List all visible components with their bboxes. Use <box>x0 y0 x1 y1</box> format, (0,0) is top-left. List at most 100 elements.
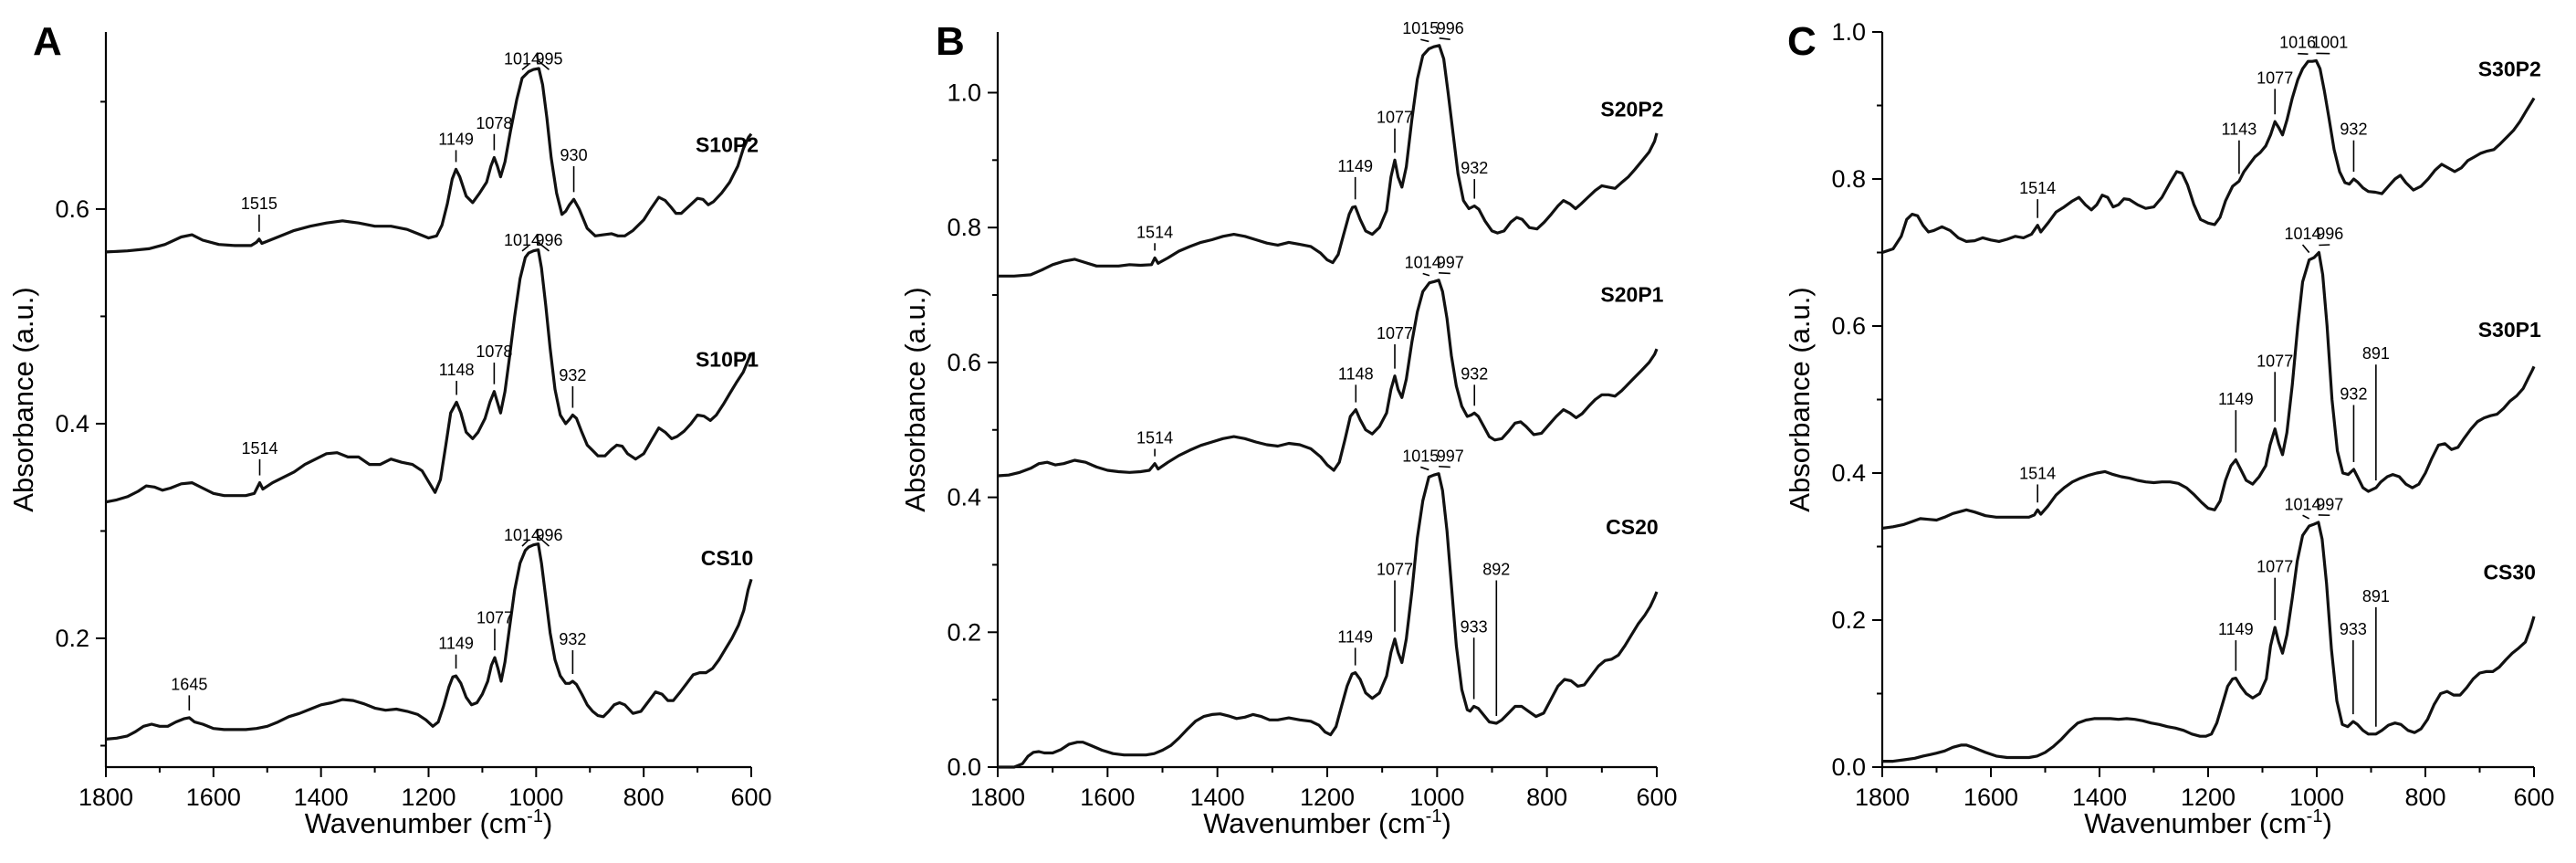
trace-s10p1 <box>105 248 753 504</box>
peak-label: 1514 <box>2019 464 2056 482</box>
peak-label: 995 <box>535 49 562 68</box>
peak-leader <box>521 245 529 252</box>
peak-leader <box>538 60 550 70</box>
x-tick-label: 1000 <box>508 784 563 811</box>
peak-label: 1149 <box>438 635 474 653</box>
peak-leader <box>2302 514 2310 520</box>
x-tick-label: 1800 <box>79 784 133 811</box>
trace-cs30 <box>1882 521 2536 763</box>
x-tick-label: 600 <box>2513 784 2554 811</box>
series-label: S30P2 <box>2478 57 2541 80</box>
peak-leader <box>521 539 529 547</box>
peak-label: 933 <box>1461 617 1488 636</box>
peak-label: 1077 <box>476 609 513 627</box>
peak-label: 932 <box>1461 159 1488 177</box>
trace-cs20 <box>998 472 1659 769</box>
peak-leader <box>1439 37 1450 41</box>
x-tick-label: 1200 <box>401 784 456 811</box>
peak-label: 1143 <box>2222 121 2257 139</box>
peak-label: 1514 <box>1136 223 1173 241</box>
peak-label: 996 <box>535 231 562 249</box>
y-tick-label: 0.6 <box>1831 312 1866 340</box>
peak-label: 1077 <box>1377 561 1413 579</box>
x-tick-label: 800 <box>1526 784 1567 811</box>
panel-b: B 1800 1600 1400 1200 1000 800 600 0.0 0.2 0.4 0.6 0… <box>899 19 1678 839</box>
y-tick-label: 1.0 <box>947 79 981 106</box>
panel-letter: B <box>936 19 965 64</box>
panel-c: C 1800 1600 1400 1200 1000 800 600 0.0 0.2 0.4 0.6 0… <box>1784 18 2555 839</box>
y-tick-label: 0.8 <box>947 214 981 241</box>
x-tick-label: 600 <box>1636 784 1677 811</box>
peak-leader <box>1439 465 1450 468</box>
y-axis-title: Absorbance (a.u.) <box>899 287 931 511</box>
peak-leader <box>1439 271 1450 275</box>
peak-label: 1014 <box>2285 225 2321 243</box>
series-label: CS20 <box>1606 515 1659 539</box>
trace-cs10 <box>105 542 753 741</box>
peak-label: 932 <box>2340 121 2367 139</box>
y-tick-label: 0.4 <box>55 410 89 437</box>
peak-label: 1149 <box>1337 627 1373 646</box>
series-label: CS10 <box>701 546 754 570</box>
peak-label: 996 <box>535 526 562 544</box>
peak-leader <box>538 535 550 547</box>
peak-label: 997 <box>1437 447 1464 465</box>
x-tick-label: 600 <box>730 784 771 811</box>
x-axis-title: Wavenumber (cm-1) <box>2084 806 2332 839</box>
peak-label: 1514 <box>1136 429 1173 447</box>
peak-label: 1149 <box>2218 390 2254 408</box>
peak-label: 1015 <box>1402 447 1439 465</box>
panel-letter: C <box>1787 19 1817 64</box>
series-label: S10P1 <box>696 348 759 372</box>
peak-label: 1077 <box>2257 68 2293 87</box>
trace-s10p2 <box>105 67 753 254</box>
x-tick-label: 1000 <box>1409 784 1464 811</box>
y-tick-label: 0.2 <box>1831 606 1866 634</box>
peak-label: 1014 <box>504 49 540 68</box>
peak-label: 1149 <box>1337 157 1373 175</box>
peak-label: 1515 <box>241 195 277 213</box>
trace-s20p2 <box>998 44 1659 278</box>
trace-s20p1 <box>997 279 1659 478</box>
series-label: S20P1 <box>1600 282 1663 306</box>
x-tick-label: 1800 <box>970 784 1025 811</box>
x-tick-label: 1200 <box>1300 784 1355 811</box>
peak-label: 1077 <box>2257 558 2293 576</box>
y-tick-label: 0.8 <box>1831 165 1866 193</box>
y-tick-label: 0.4 <box>947 484 981 511</box>
peak-label: 1014 <box>2285 495 2321 513</box>
y-tick-label: 0.6 <box>947 349 981 376</box>
peak-label: 930 <box>560 146 588 164</box>
peak-label: 1077 <box>1377 324 1413 342</box>
y-tick-label: 0.6 <box>55 195 89 223</box>
y-tick-label: 0.0 <box>947 753 981 781</box>
peak-label: 933 <box>2340 620 2367 638</box>
peak-label: 1077 <box>1377 109 1413 127</box>
peak-leader <box>2301 244 2310 254</box>
peak-label: 1014 <box>504 526 540 544</box>
y-tick-label: 0.2 <box>947 618 981 646</box>
series-label: S10P2 <box>696 133 759 157</box>
y-axis-title: Absorbance (a.u.) <box>1784 287 1816 511</box>
y-axis-title: Absorbance (a.u.) <box>7 287 39 511</box>
peak-label: 997 <box>1437 253 1464 271</box>
peak-label: 1148 <box>439 361 475 379</box>
peak-label: 932 <box>559 366 586 384</box>
x-axis-title: Wavenumber (cm-1) <box>1203 806 1451 839</box>
peak-label: 1015 <box>1402 19 1439 37</box>
peak-label: 932 <box>1461 364 1488 383</box>
peak-label: 891 <box>2362 344 2390 363</box>
peak-leader <box>521 63 529 70</box>
x-tick-label: 1600 <box>1080 784 1135 811</box>
series-label: S20P2 <box>1600 97 1663 121</box>
peak-label: 1078 <box>476 342 512 361</box>
peak-label: 1014 <box>504 231 540 249</box>
x-tick-label: 1400 <box>2072 784 2127 811</box>
panel-a: A 1800 1600 1400 1200 1000 800 600 0.2 0.4 0.6 Wave… <box>7 19 772 839</box>
series-label: CS30 <box>2483 561 2536 584</box>
peak-label: 891 <box>2362 587 2390 605</box>
peak-leader <box>538 241 550 252</box>
x-tick-label: 800 <box>2404 784 2445 811</box>
x-tick-label: 1600 <box>186 784 241 811</box>
